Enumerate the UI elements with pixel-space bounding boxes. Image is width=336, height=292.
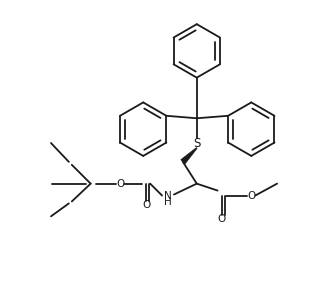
Text: S: S [193, 137, 201, 150]
Text: N: N [164, 190, 172, 201]
Text: O: O [217, 214, 226, 224]
Text: O: O [116, 179, 125, 189]
Text: O: O [247, 190, 255, 201]
Polygon shape [181, 148, 197, 164]
Text: H: H [164, 197, 172, 207]
Text: O: O [142, 200, 150, 211]
